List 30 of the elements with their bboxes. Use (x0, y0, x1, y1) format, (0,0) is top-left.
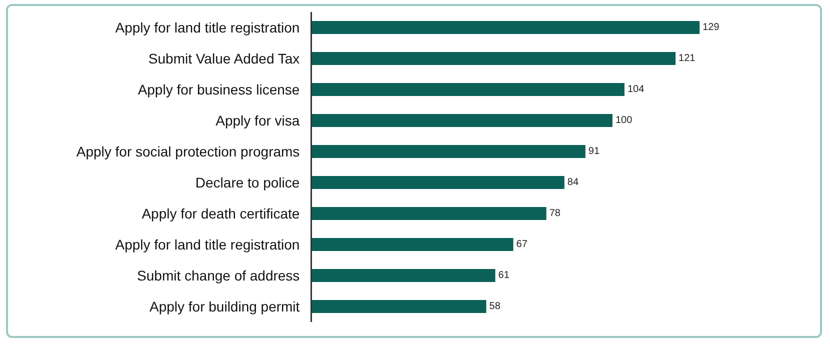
y-tick-label: Apply for land title registration (115, 19, 300, 36)
data-label: 67 (516, 239, 528, 250)
data-label: 129 (702, 22, 720, 33)
y-tick-label: Declare to police (195, 174, 300, 190)
bar (312, 206, 546, 220)
data-label: 78 (549, 208, 561, 219)
y-tick-label: Apply for visa (216, 112, 300, 128)
y-tick-label: Apply for building permit (150, 298, 300, 314)
data-label: 61 (498, 270, 510, 281)
y-tick-label: Apply for death certificate (142, 205, 300, 222)
y-tick-label: Apply for social protection programs (76, 143, 300, 160)
y-tick-label: Apply for business license (138, 81, 300, 98)
data-label: 121 (678, 53, 696, 64)
bar (312, 52, 676, 66)
data-label: 100 (615, 115, 633, 126)
bar (312, 268, 496, 282)
bar (312, 300, 486, 314)
data-label: 104 (627, 84, 645, 95)
bar (312, 114, 612, 128)
bar (312, 176, 564, 190)
y-tick-label: Submit Value Added Tax (148, 50, 300, 66)
data-label: 58 (489, 301, 501, 312)
bar (312, 238, 514, 252)
data-label: 84 (567, 177, 579, 188)
bar (312, 20, 700, 34)
y-tick-label: Submit change of address (137, 267, 300, 284)
y-tick-label: Apply for land title registration (115, 236, 300, 252)
bar (312, 82, 624, 96)
data-label: 91 (588, 146, 600, 157)
bar (312, 144, 586, 158)
